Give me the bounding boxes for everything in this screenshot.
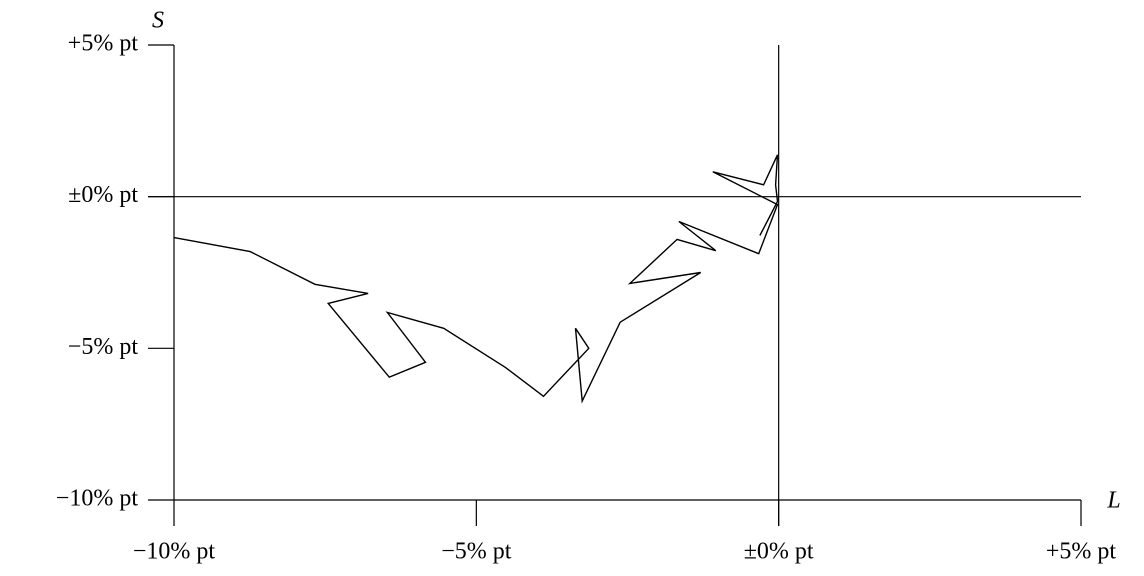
- y-tick-label: −5% pt: [68, 334, 139, 360]
- y-tick-label: +5% pt: [68, 31, 139, 57]
- data-line: [173, 154, 779, 404]
- y-tick-label: −10% pt: [56, 486, 139, 512]
- x-tick-label: +5% pt: [1046, 539, 1117, 565]
- y-axis-label: S: [152, 8, 164, 34]
- x-tick-label: −10% pt: [133, 539, 216, 565]
- x-axis-label: L: [1106, 488, 1120, 514]
- y-tick-label: ±0% pt: [68, 182, 138, 208]
- x-tick-label: −5% pt: [441, 539, 512, 565]
- x-tick-label: ±0% pt: [744, 539, 814, 565]
